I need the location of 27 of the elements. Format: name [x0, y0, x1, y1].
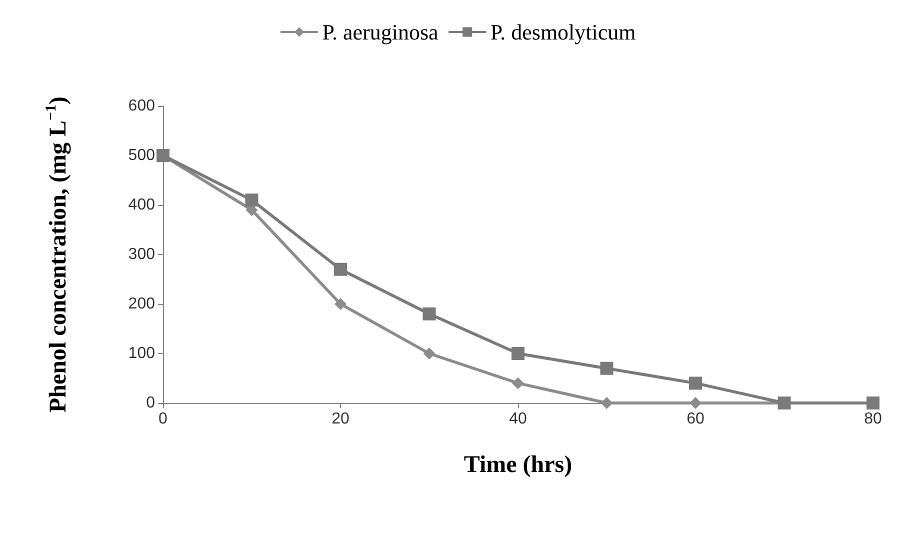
y-tick-label: 0	[146, 394, 156, 412]
y-tick-label: 500	[128, 147, 156, 164]
y-tick-label: 400	[128, 196, 156, 214]
y-tick-label: 200	[128, 296, 156, 312]
legend-label: P. desmolyticum	[490, 20, 636, 44]
point	[334, 262, 347, 276]
x-tick-label: 20	[332, 410, 350, 428]
x-axis-title: Time (hrs)	[464, 452, 572, 478]
legend-label: P. aeruginosa	[322, 20, 439, 44]
y-tick-label: 300	[128, 246, 156, 263]
y-tick-label: 600	[128, 98, 156, 114]
x-tick-label: 80	[864, 410, 882, 428]
y-tick-label: 100	[128, 345, 156, 362]
y-axis-title: Phenol concentration, (mg L−1)	[44, 96, 72, 413]
point	[423, 348, 436, 360]
point	[512, 347, 524, 360]
point	[245, 194, 258, 207]
point	[689, 376, 702, 390]
point	[690, 397, 702, 409]
point	[600, 397, 613, 409]
x-tick-label: 0	[158, 410, 168, 428]
point	[334, 298, 346, 310]
x-tick-label: 40	[509, 410, 527, 428]
point	[512, 377, 524, 390]
point	[600, 362, 614, 375]
x-tick-label: 60	[686, 410, 704, 428]
point	[422, 307, 436, 320]
